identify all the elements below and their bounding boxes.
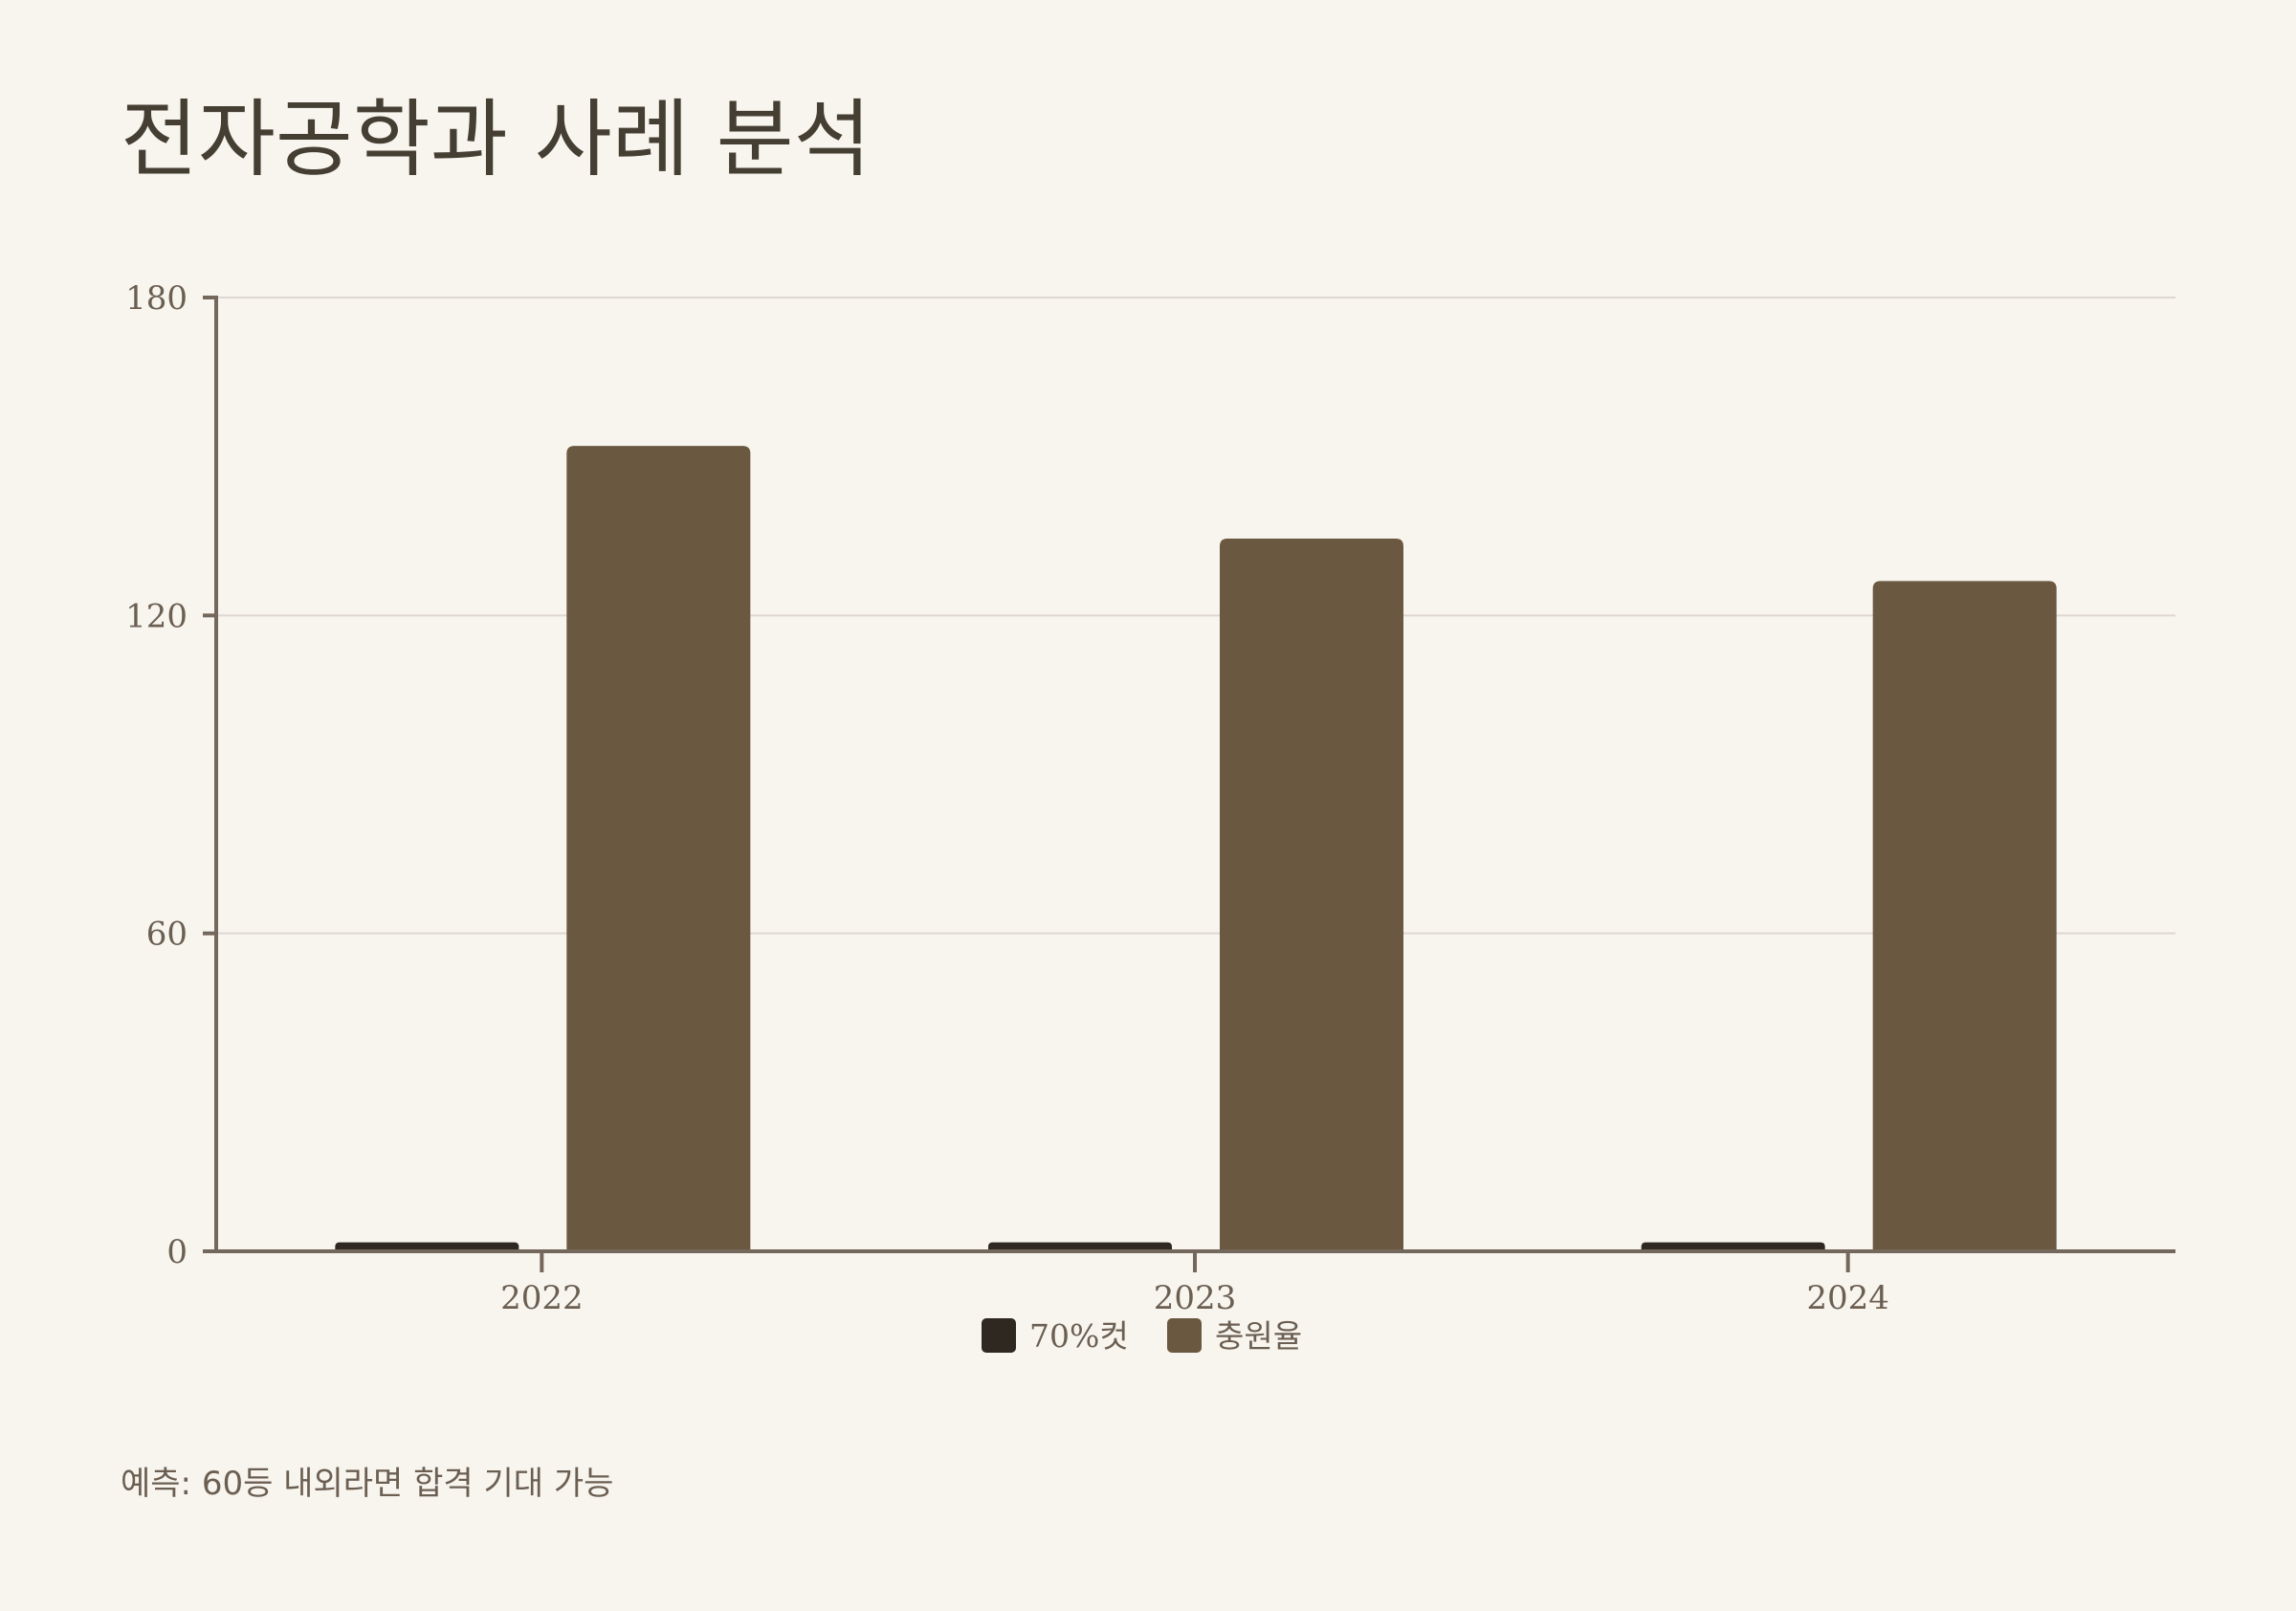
footnote: 예측: 60등 내외라면 합격 기대 가능 [121, 1465, 614, 1503]
legend-item-cut70-label: 70%컷 [1029, 1317, 1129, 1355]
legend-item-fill-rate-swatch [1167, 1318, 1202, 1353]
bars [335, 446, 2057, 1252]
bar-cut70-2024 [1641, 1242, 1825, 1251]
y-tick-label: 60 [146, 916, 188, 954]
y-tick-label: 0 [166, 1233, 188, 1271]
legend-item-fill-rate-label: 충원율 [1215, 1317, 1302, 1355]
y-tick-label: 180 [125, 279, 188, 318]
x-tick-label: 2023 [1154, 1279, 1237, 1317]
legend: 70%컷 충원율 [982, 1317, 1302, 1355]
bar-fill-rate-2022 [566, 446, 751, 1252]
bar-fill-rate-2024 [1872, 581, 2057, 1251]
grid-lines [216, 297, 2175, 935]
x-tick-label: 2024 [1806, 1279, 1889, 1317]
page-title: 전자공학과 사례 분석 [121, 90, 872, 188]
x-tick-label: 2022 [500, 1279, 584, 1317]
tick-labels: 0 60 120 180 2022 2023 2024 [125, 279, 1889, 1317]
bar-fill-rate-2023 [1220, 539, 1403, 1251]
bar-cut70-2022 [335, 1242, 519, 1251]
axes [203, 296, 2175, 1272]
bar-cut70-2023 [988, 1242, 1172, 1251]
y-tick-label: 120 [125, 597, 188, 635]
legend-item-cut70-swatch [982, 1318, 1016, 1353]
